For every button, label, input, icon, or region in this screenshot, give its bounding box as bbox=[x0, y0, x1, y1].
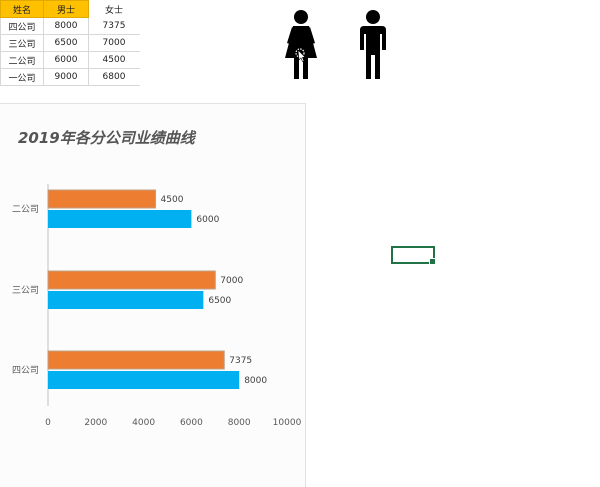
table-cell[interactable]: 6000 bbox=[43, 51, 89, 69]
bar[interactable] bbox=[47, 189, 157, 209]
x-tick-label: 8000 bbox=[228, 418, 251, 428]
x-tick-label: 6000 bbox=[180, 418, 203, 428]
table-cell[interactable]: 7375 bbox=[88, 17, 140, 35]
table-cell[interactable]: 三公司 bbox=[0, 34, 44, 52]
bar[interactable] bbox=[47, 270, 216, 290]
chart-title: 2019年各分公司业绩曲线 bbox=[18, 129, 197, 147]
table-header-row: 姓名 男士 女士 bbox=[0, 0, 140, 18]
category-label: 二公司 bbox=[12, 204, 39, 215]
data-label: 6500 bbox=[208, 296, 231, 306]
data-label: 7000 bbox=[220, 276, 243, 286]
header-cell-name[interactable]: 姓名 bbox=[0, 0, 44, 18]
header-cell-female[interactable]: 女士 bbox=[88, 0, 140, 18]
table-cell[interactable]: 6500 bbox=[43, 34, 89, 52]
table-cell[interactable]: 7000 bbox=[88, 34, 140, 52]
header-cell-male[interactable]: 男士 bbox=[43, 0, 89, 18]
data-label: 8000 bbox=[244, 376, 267, 386]
table-cell[interactable]: 9000 bbox=[43, 68, 89, 86]
table-cell[interactable]: 一公司 bbox=[0, 68, 44, 86]
table-cell[interactable]: 6800 bbox=[88, 68, 140, 86]
x-tick-label: 2000 bbox=[84, 418, 107, 428]
selected-cell[interactable] bbox=[391, 246, 436, 265]
table-row: 三公司 6500 7000 bbox=[0, 34, 140, 52]
category-label: 三公司 bbox=[12, 285, 39, 296]
bar[interactable] bbox=[48, 371, 240, 389]
table-cell[interactable]: 二公司 bbox=[0, 51, 44, 69]
bar[interactable] bbox=[47, 350, 225, 370]
data-label: 4500 bbox=[161, 195, 184, 205]
bar-chart: 2019年各分公司业绩曲线 二公司 4500 6000 三公司 7000 6500 四公司 7… bbox=[12, 129, 302, 428]
table-cell[interactable]: 四公司 bbox=[0, 17, 44, 35]
labels-group: 二公司 4500 6000 三公司 7000 6500 四公司 7375 8000 0 2000 40… bbox=[12, 195, 302, 428]
x-tick-label: 10000 bbox=[273, 418, 302, 428]
bar[interactable] bbox=[48, 291, 204, 309]
table-row: 四公司 8000 7375 bbox=[0, 17, 140, 35]
x-tick-label: 4000 bbox=[132, 418, 155, 428]
data-table: 姓名 男士 女士 四公司 8000 7375 三公司 6500 7000 二公司… bbox=[0, 0, 140, 86]
table-cell[interactable]: 8000 bbox=[43, 17, 89, 35]
chart-area[interactable]: 2019年各分公司业绩曲线 二公司 4500 6000 三公司 7000 6500 四公司 7… bbox=[0, 103, 306, 487]
female-figure-icon[interactable] bbox=[283, 8, 319, 84]
bars-group bbox=[47, 189, 240, 389]
male-figure-icon[interactable] bbox=[356, 8, 392, 84]
table-cell[interactable]: 4500 bbox=[88, 51, 140, 69]
data-label: 6000 bbox=[196, 215, 219, 225]
table-row: 一公司 9000 6800 bbox=[0, 68, 140, 86]
bar[interactable] bbox=[48, 210, 192, 228]
data-label: 7375 bbox=[229, 356, 252, 366]
x-tick-label: 0 bbox=[45, 418, 51, 428]
category-label: 四公司 bbox=[12, 365, 39, 376]
table-row: 二公司 6000 4500 bbox=[0, 51, 140, 69]
